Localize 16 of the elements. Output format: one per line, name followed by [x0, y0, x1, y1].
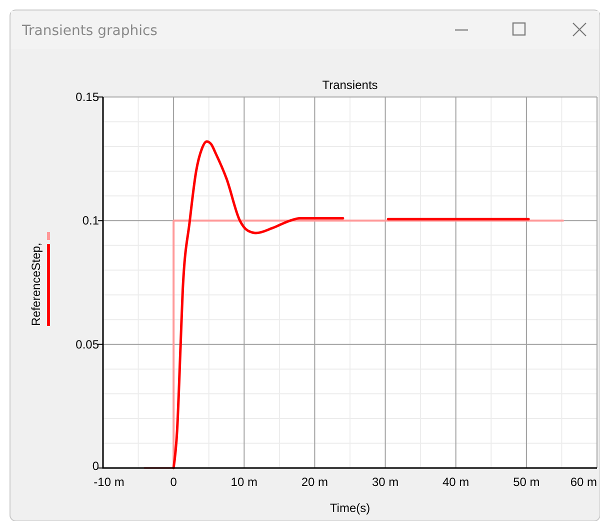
y-tick-label: 0.15 — [76, 90, 100, 104]
text: Transients graphics — [21, 23, 158, 39]
x-tick-label: 20 m — [301, 475, 328, 489]
chart-title: Transients — [322, 78, 378, 92]
y-axis-title: ReferenceStep, — [29, 242, 43, 326]
y-tick-label: 0.05 — [76, 337, 100, 352]
x-tick-label: -10 m — [94, 475, 124, 489]
x-tick-label: 40 m — [442, 475, 470, 489]
x-tick-label: 10 m — [230, 475, 258, 489]
y-tick-label: 0 — [92, 459, 100, 473]
x-tick-label: 0 — [170, 475, 178, 489]
y-tick-label: 0.1 — [82, 214, 100, 228]
x-tick-label: 60 m — [570, 475, 597, 489]
x-tick-label: 50 m — [513, 475, 540, 489]
x-tick-label: 30 m — [372, 475, 399, 489]
x-axis-title: Time(s) — [330, 501, 370, 515]
